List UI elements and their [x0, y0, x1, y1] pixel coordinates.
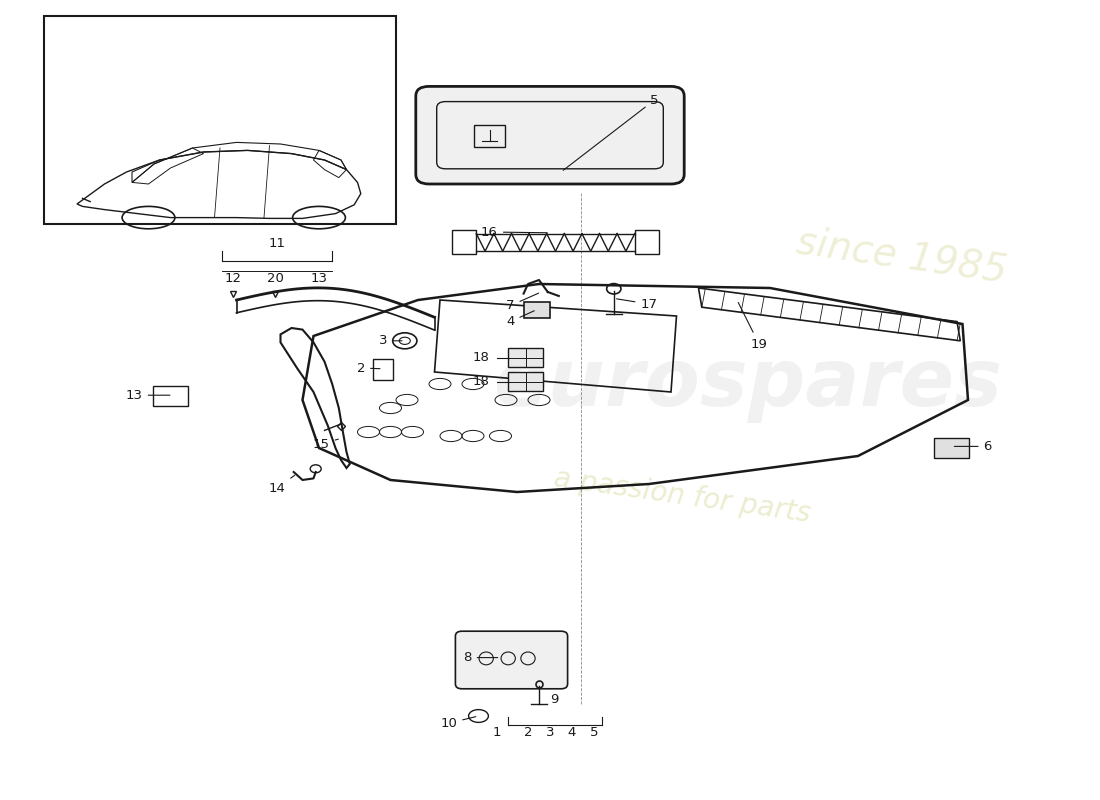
Text: 4: 4 [568, 726, 576, 739]
FancyBboxPatch shape [416, 86, 684, 184]
Text: 17: 17 [616, 298, 658, 310]
Text: 1: 1 [493, 726, 502, 739]
Text: 3: 3 [546, 726, 554, 739]
Text: 8: 8 [463, 651, 497, 664]
Text: 13: 13 [125, 389, 169, 402]
Text: 18: 18 [473, 375, 490, 388]
Text: eurospares: eurospares [494, 345, 1002, 423]
Bar [452, 230, 476, 254]
Text: 2: 2 [524, 726, 532, 739]
Text: 15: 15 [312, 438, 339, 450]
Text: 7: 7 [506, 293, 539, 312]
Text: 2: 2 [356, 362, 380, 374]
Bar [153, 386, 188, 406]
Bar [635, 230, 659, 254]
Bar [44, 16, 396, 224]
Bar [934, 438, 969, 458]
Bar [508, 372, 543, 391]
Text: 12: 12 [224, 272, 242, 285]
Text: a passion for parts: a passion for parts [552, 464, 812, 528]
Text: 13: 13 [310, 272, 328, 285]
Bar [373, 359, 393, 380]
Text: 5: 5 [563, 94, 659, 170]
Bar [508, 348, 543, 367]
Text: 18: 18 [473, 351, 490, 364]
Text: 20: 20 [266, 272, 284, 285]
Text: 9: 9 [550, 693, 559, 706]
Text: 4: 4 [506, 310, 535, 328]
Text: 19: 19 [738, 302, 768, 350]
Text: 14: 14 [268, 475, 295, 494]
Text: 6: 6 [955, 440, 992, 453]
Bar [474, 125, 505, 147]
Text: 5: 5 [590, 726, 598, 739]
Bar [524, 302, 550, 318]
Text: 3: 3 [378, 334, 402, 347]
FancyBboxPatch shape [455, 631, 568, 689]
Text: 11: 11 [268, 237, 286, 250]
Text: 10: 10 [440, 717, 476, 730]
Text: 16: 16 [481, 226, 547, 238]
Text: since 1985: since 1985 [794, 222, 1010, 290]
